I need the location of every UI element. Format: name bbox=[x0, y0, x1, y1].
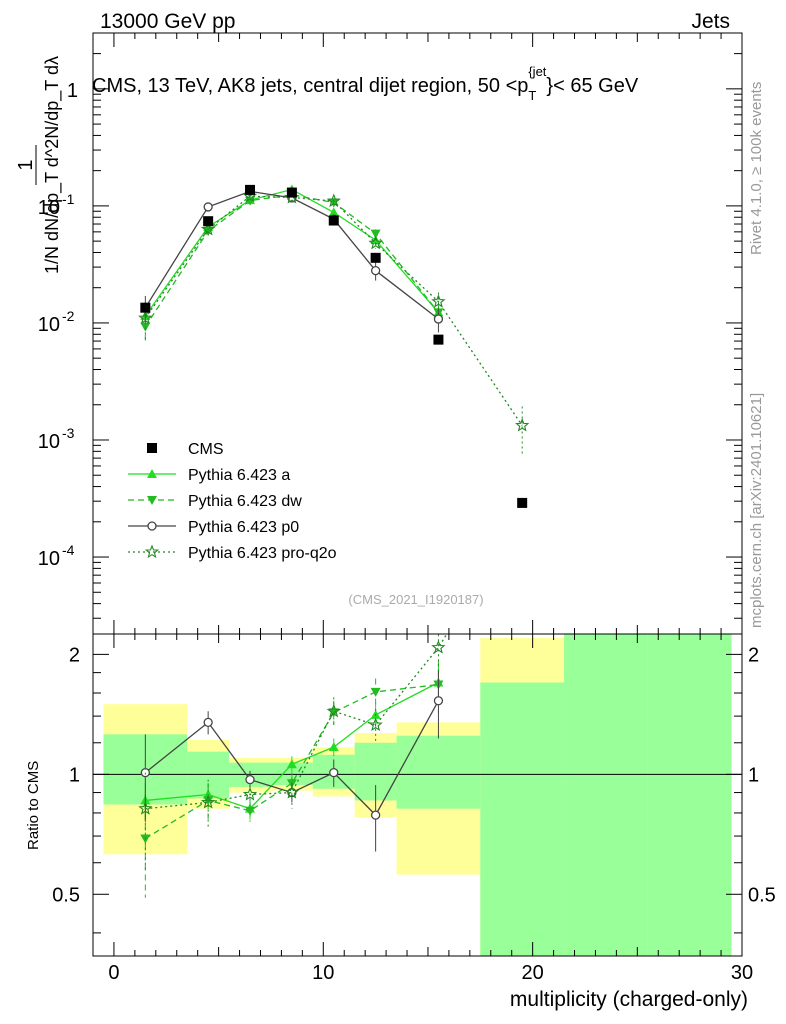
header-right: Jets bbox=[691, 10, 730, 33]
y-tick-label-exp: -3 bbox=[62, 425, 75, 441]
legend-marker-dw bbox=[147, 496, 157, 505]
x-axis-title: multiplicity (charged-only) bbox=[510, 988, 748, 1011]
legend-marker-q2o bbox=[144, 544, 160, 559]
legend-label-a: Pythia 6.423 a bbox=[188, 467, 290, 484]
y-axis-label: 1 1/N dN/dp_T d^2N/dp_T dλ bbox=[15, 56, 63, 274]
ratio-point-p0 bbox=[140, 767, 150, 778]
ratio-series-layer bbox=[138, 634, 448, 898]
ratio-band-green bbox=[647, 634, 732, 956]
y-tick-label-base: 10 bbox=[38, 197, 60, 219]
y-tick-label-base: 10 bbox=[38, 431, 60, 453]
data-point-cms bbox=[140, 302, 151, 313]
ratio-point-p0 bbox=[245, 774, 255, 785]
series-point-a bbox=[328, 207, 339, 217]
ratio-band-green bbox=[480, 682, 565, 956]
side-rivet-text: Rivet 4.1.0, ≥ 100k events bbox=[748, 82, 765, 255]
x-tick-label: 0 bbox=[108, 962, 119, 984]
header-left: 13000 GeV pp bbox=[100, 10, 235, 33]
ratio-tick-label-right: 0.5 bbox=[748, 884, 776, 906]
y-axis-label-one: 1 bbox=[15, 159, 37, 170]
side-mcplots-text: mcplots.cern.ch [arXiv:2401.10621] bbox=[748, 393, 765, 628]
series-line-q2o bbox=[144, 195, 523, 426]
ratio-tick-label-left: 0.5 bbox=[52, 884, 80, 906]
ratio-point-p0 bbox=[433, 696, 444, 706]
ratio-band-green bbox=[396, 735, 481, 809]
series-point-q2o bbox=[326, 193, 341, 208]
ratio-tick-label-left: 2 bbox=[69, 644, 80, 666]
series-point-q2o bbox=[368, 235, 383, 250]
ratio-point-q2o bbox=[138, 801, 153, 815]
series-point-q2o bbox=[431, 294, 446, 308]
ratio-point-q2o bbox=[200, 795, 216, 809]
ratio-point-q2o bbox=[326, 703, 341, 718]
legend-label-dw: Pythia 6.423 dw bbox=[188, 493, 302, 510]
ratio-point-q2o bbox=[284, 785, 300, 799]
ratio-band-green-layer bbox=[103, 634, 732, 956]
ratio-point-p0 bbox=[203, 717, 213, 728]
x-tick-label: 20 bbox=[522, 962, 544, 984]
series-line-a bbox=[144, 188, 439, 317]
y-tick-label-one: 1 bbox=[67, 80, 78, 102]
y-tick-label-exp: -4 bbox=[62, 542, 75, 558]
ratio-y-axis-title: Ratio to CMS bbox=[25, 761, 42, 850]
data-point-cms bbox=[517, 497, 528, 508]
ratio-point-a bbox=[286, 759, 297, 769]
ratio-point-q2o bbox=[368, 717, 383, 732]
y-tick-label-exp: -2 bbox=[62, 308, 75, 324]
legend-label-cms: CMS bbox=[188, 441, 224, 458]
legend-label-q2o: Pythia 6.423 pro-q2o bbox=[188, 545, 337, 562]
y-axis-label-text: 1/N dN/dp_T d^2N/dp_T dλ bbox=[42, 56, 63, 274]
series-point-p0 bbox=[203, 202, 213, 212]
y-tick-label-base: 10 bbox=[38, 548, 60, 570]
series-point-dw bbox=[370, 229, 381, 239]
data-point-cms bbox=[370, 252, 381, 263]
series-point-dw bbox=[140, 322, 151, 332]
legend-marker-cms bbox=[147, 443, 157, 453]
ratio-point-q2o bbox=[242, 786, 258, 801]
data-point-cms bbox=[328, 215, 339, 226]
legend-label-p0: Pythia 6.423 p0 bbox=[188, 519, 299, 536]
x-tick-label: 10 bbox=[312, 962, 334, 984]
series-point-q2o bbox=[138, 310, 153, 325]
series-point-p0 bbox=[433, 314, 444, 324]
series-point-q2o bbox=[515, 418, 530, 432]
series-point-p0 bbox=[370, 265, 381, 276]
main-series-layer bbox=[138, 184, 530, 456]
x-tick-label: 30 bbox=[731, 962, 753, 984]
data-point-cms bbox=[433, 334, 444, 345]
data-point-cms bbox=[203, 216, 214, 227]
ratio-line-q2o bbox=[145, 634, 448, 810]
ratio-point-a bbox=[328, 742, 339, 752]
ratio-point-dw bbox=[370, 687, 381, 697]
legend: CMS Pythia 6.423 a Pythia 6.423 dw Pythia 6… bbox=[128, 441, 337, 562]
legend-marker-a bbox=[147, 469, 157, 478]
analysis-watermark: (CMS_2021_I1920187) bbox=[348, 592, 483, 607]
y-tick-label-exp: -1 bbox=[62, 191, 75, 207]
y-tick-label-base: 10 bbox=[38, 314, 60, 336]
series-point-dw bbox=[328, 198, 339, 208]
ratio-band-green bbox=[564, 634, 648, 956]
ratio-tick-label-right: 1 bbox=[748, 764, 759, 786]
ratio-frame bbox=[92, 633, 743, 957]
ratio-tick-label-right: 2 bbox=[748, 644, 759, 666]
main-data-layer bbox=[140, 184, 528, 508]
ratio-point-p0 bbox=[370, 810, 381, 820]
series-point-q2o bbox=[200, 221, 216, 236]
data-point-cms bbox=[245, 184, 256, 195]
legend-marker-p0 bbox=[147, 521, 157, 531]
main-frame bbox=[92, 32, 743, 635]
data-point-cms bbox=[286, 187, 297, 198]
ratio-tick-label-left: 1 bbox=[69, 764, 80, 786]
ratio-point-dw bbox=[245, 806, 256, 816]
ratio-point-p0 bbox=[329, 767, 339, 778]
plot-title: CMS, 13 TeV, AK8 jets, central dijet reg… bbox=[92, 64, 639, 103]
ratio-point-q2o bbox=[431, 640, 446, 654]
